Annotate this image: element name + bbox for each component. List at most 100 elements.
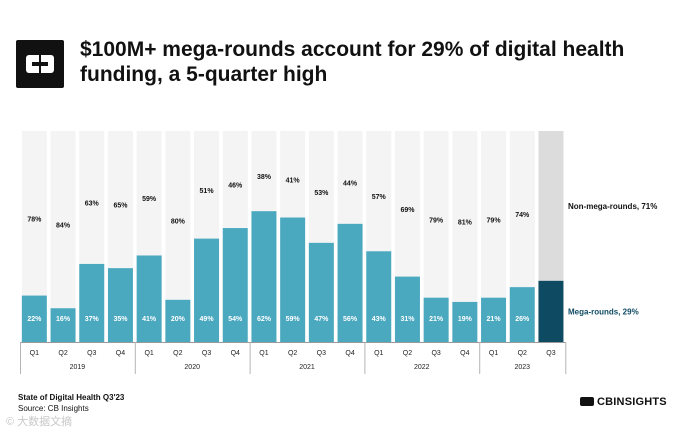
quarter-tick-label: Q3: [87, 350, 96, 357]
mega-value-label: 26%: [515, 316, 530, 323]
mega-bar: [136, 255, 162, 342]
mega-value-label: 59%: [286, 316, 301, 323]
cb-insights-logo: [16, 40, 64, 88]
non-mega-value-label: 79%: [487, 217, 502, 224]
mega-value-label: 37%: [85, 316, 100, 323]
mega-bar: [394, 276, 420, 342]
non-mega-value-label: 59%: [142, 196, 157, 203]
mega-value-label: 21%: [429, 316, 444, 323]
non-mega-bar: [251, 131, 277, 212]
non-mega-value-label: 80%: [171, 218, 186, 225]
year-tick-label: 2020: [184, 364, 200, 371]
non-mega-value-label: 41%: [286, 177, 301, 184]
quarter-tick-label: Q1: [374, 350, 383, 357]
non-mega-value-label: 44%: [343, 180, 358, 187]
non-mega-bar: [136, 131, 162, 256]
mega-bar: [50, 308, 76, 342]
quarter-tick-label: Q2: [288, 350, 297, 357]
quarter-tick-label: Q1: [489, 350, 498, 357]
quarter-tick-label: Q1: [259, 350, 268, 357]
non-mega-bar: [222, 131, 248, 229]
quarter-tick-label: Q2: [518, 350, 527, 357]
mega-value-label: 31%: [400, 316, 415, 323]
quarter-tick-label: Q4: [345, 350, 354, 357]
mega-bar: [337, 223, 363, 342]
year-tick-label: 2021: [299, 364, 315, 371]
mega-value-label: 41%: [142, 316, 157, 323]
non-mega-value-label: 74%: [515, 212, 530, 219]
quarter-tick-label: Q1: [30, 350, 39, 357]
year-tick-label: 2019: [70, 364, 86, 371]
non-mega-bar: [337, 131, 363, 224]
mega-value-label: 22%: [27, 316, 42, 323]
non-mega-value-label: 51%: [200, 188, 215, 195]
non-mega-value-label: 65%: [113, 203, 128, 210]
mega-bar: [452, 301, 478, 342]
non-mega-value-label: 46%: [228, 183, 243, 190]
non-mega-bar: [194, 131, 220, 239]
mega-bar: [509, 287, 535, 342]
brand-text: CBINSIGHTS: [597, 396, 667, 408]
mega-value-label: 62%: [257, 316, 272, 323]
quarter-tick-label: Q4: [231, 350, 240, 357]
report-name: State of Digital Health Q3'23: [18, 393, 125, 402]
mega-bar: [222, 228, 248, 342]
mega-bar: [308, 242, 334, 342]
non-mega-bar: [21, 131, 47, 296]
mega-bar: [194, 238, 220, 342]
non-mega-bar: [50, 131, 76, 309]
brand-mark-icon: [580, 397, 594, 406]
quarter-tick-label: Q3: [546, 350, 555, 357]
non-mega-bar: [423, 131, 449, 298]
non-mega-value-label: 38%: [257, 174, 272, 181]
quarter-tick-label: Q4: [460, 350, 469, 357]
mega-bar: [423, 297, 449, 342]
quarter-tick-label: Q4: [116, 350, 125, 357]
mega-value-label: 20%: [171, 316, 186, 323]
legend-non-mega-rounds: Non-mega-rounds, 71%: [568, 202, 657, 211]
mega-value-label: 35%: [113, 316, 128, 323]
non-mega-value-label: 81%: [458, 219, 473, 226]
mega-value-label: 49%: [200, 316, 215, 323]
legend-mega-rounds: Mega-rounds, 29%: [568, 307, 639, 316]
non-mega-value-label: 69%: [400, 207, 415, 214]
mega-bar: [366, 251, 392, 342]
mega-value-label: 43%: [372, 316, 387, 323]
mega-bar: [251, 211, 277, 342]
mega-bar: [107, 268, 133, 342]
year-tick-label: 2023: [514, 364, 530, 371]
quarter-tick-label: Q3: [317, 350, 326, 357]
mega-bar: [538, 280, 564, 342]
non-mega-bar: [481, 131, 507, 298]
mega-value-label: 56%: [343, 316, 358, 323]
non-mega-bar: [452, 131, 478, 302]
non-mega-value-label: 78%: [27, 216, 42, 223]
quarter-tick-label: Q2: [58, 350, 67, 357]
mega-value-label: 54%: [228, 316, 243, 323]
mega-value-label: 19%: [458, 316, 473, 323]
quarter-tick-label: Q3: [202, 350, 211, 357]
quarter-tick-label: Q2: [173, 350, 182, 357]
year-tick-label: 2022: [414, 364, 430, 371]
non-mega-bar: [308, 131, 334, 243]
source-note: Source: CB Insights: [18, 404, 89, 413]
quarter-tick-label: Q1: [144, 350, 153, 357]
non-mega-bar: [280, 131, 306, 218]
mega-value-label: 47%: [314, 316, 329, 323]
mega-bar: [21, 295, 47, 342]
non-mega-bar: [394, 131, 420, 277]
mega-bar: [165, 299, 191, 342]
quarter-tick-label: Q3: [431, 350, 440, 357]
non-mega-value-label: 57%: [372, 194, 387, 201]
mega-bar: [481, 297, 507, 342]
cb-logo-mark-icon: [26, 55, 54, 73]
non-mega-bar: [509, 131, 535, 288]
brand-logo: CBINSIGHTS: [580, 396, 667, 408]
non-mega-value-label: 63%: [85, 200, 100, 207]
chart-title: $100M+ mega-rounds account for 29% of di…: [80, 38, 625, 86]
mega-value-label: 21%: [487, 316, 502, 323]
mega-bar: [280, 217, 306, 342]
non-mega-value-label: 79%: [429, 217, 444, 224]
non-mega-bar: [79, 131, 105, 264]
